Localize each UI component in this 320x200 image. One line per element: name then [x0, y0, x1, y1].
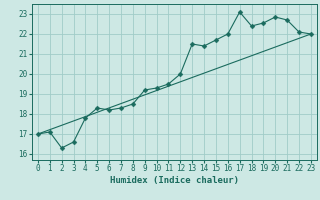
X-axis label: Humidex (Indice chaleur): Humidex (Indice chaleur): [110, 176, 239, 185]
